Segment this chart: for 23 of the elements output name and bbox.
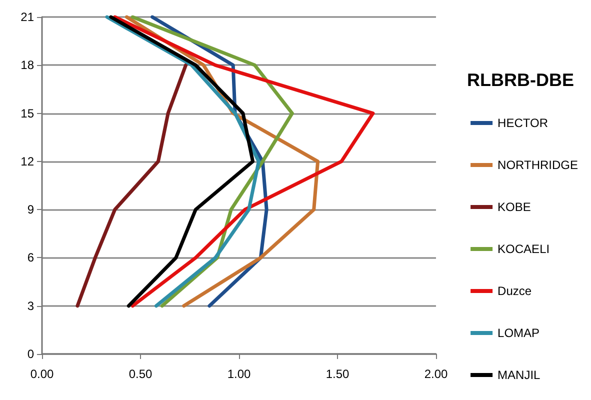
y-tick-label: 9 [27,202,34,217]
legend-label: KOCAELI [498,242,550,256]
y-tick-label: 18 [20,58,34,72]
legend-label: HECTOR [498,116,548,130]
y-tick-label: 0 [27,347,34,361]
line-series [76,63,188,308]
y-tick-label: 6 [27,250,34,265]
x-tick-label: 1.00 [227,367,251,381]
legend-label: LOMAP [498,326,540,340]
y-tick-label: 15 [20,106,34,120]
legend-label: KOBE [498,200,531,214]
x-tick-label: 0.50 [128,367,152,381]
legend-label: MANJIL [498,368,541,382]
y-tick-label: 12 [20,154,34,168]
x-tick-label: 2.00 [424,367,448,381]
x-tick-label: 0.00 [30,367,54,381]
y-tick-label: 3 [27,298,34,313]
legend-label: NORTHRIDGE [498,158,578,172]
x-tick-label: 1.50 [326,367,350,381]
text: RLBRB-DBE [467,70,574,90]
line-series [113,15,375,308]
y-tick-label: 21 [20,10,34,24]
legend-label: Duzce [498,284,532,298]
